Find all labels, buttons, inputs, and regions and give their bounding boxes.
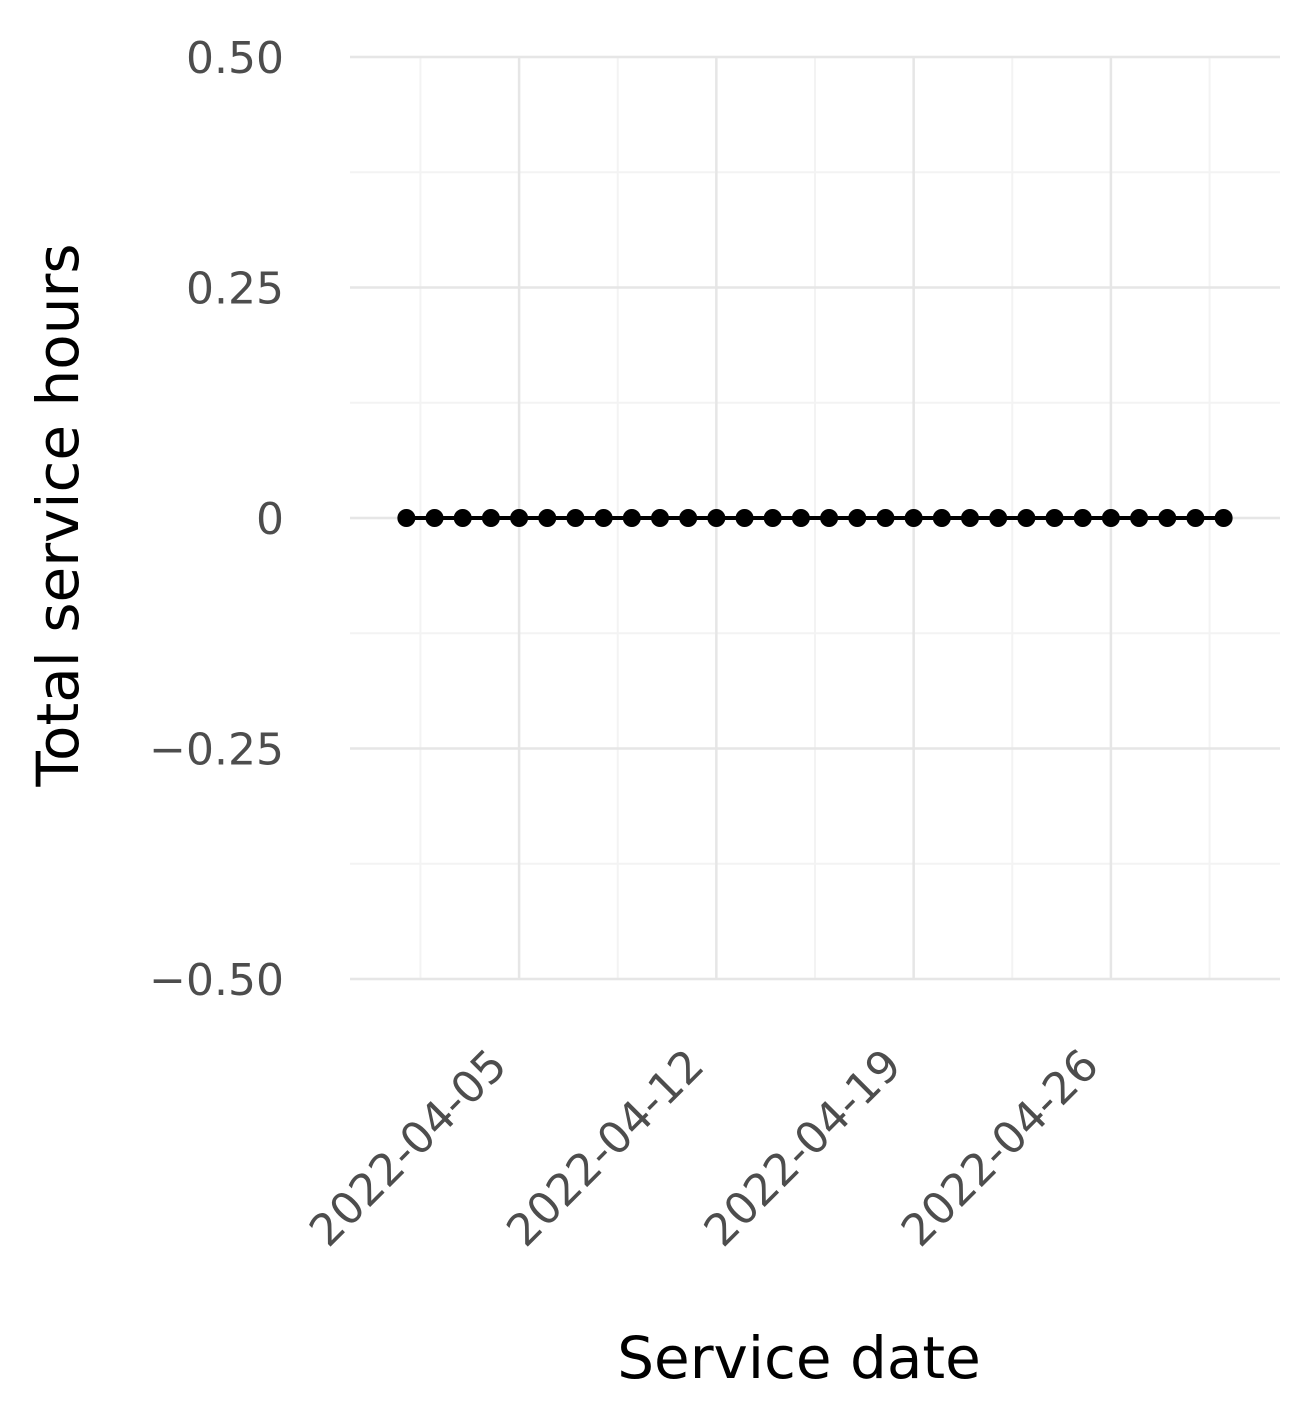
data-point [848, 509, 867, 527]
data-point [932, 509, 951, 527]
y-tick-label: 0 [256, 494, 284, 545]
data-point [735, 509, 754, 527]
data-point [707, 509, 726, 527]
data-point [763, 509, 782, 527]
data-point [622, 509, 641, 527]
data-point [1017, 509, 1036, 527]
y-tick-labels: −0.50 −0.25 0 0.25 0.50 [149, 33, 284, 1006]
data-point [961, 509, 979, 527]
data-point [820, 509, 839, 527]
data-point [904, 509, 923, 527]
data-point [510, 509, 529, 527]
x-tick-label: 2022-04-19 [695, 1040, 912, 1257]
y-tick-label: 0.50 [186, 33, 284, 84]
data-point [1045, 509, 1064, 527]
data-point [791, 509, 810, 527]
data-point [651, 509, 669, 527]
x-tick-label: 2022-04-26 [892, 1040, 1109, 1257]
x-tick-label: 2022-04-05 [300, 1040, 517, 1257]
x-axis-title: Service date [617, 1324, 981, 1392]
data-point [594, 509, 613, 527]
data-point [481, 509, 500, 527]
series-group [397, 509, 1233, 527]
data-point [679, 509, 698, 527]
y-tick-label: −0.50 [149, 955, 284, 1006]
data-point [1073, 509, 1092, 527]
x-tick-label: 2022-04-12 [497, 1040, 714, 1257]
data-point [1101, 509, 1120, 527]
data-point [989, 509, 1008, 527]
y-axis-title: Total service hours [24, 243, 92, 787]
data-point [1214, 509, 1233, 527]
y-tick-label: −0.25 [149, 725, 284, 776]
data-point [1158, 509, 1177, 527]
data-point [453, 509, 472, 527]
data-point [397, 509, 416, 527]
y-tick-label: 0.25 [186, 264, 284, 315]
data-point [876, 509, 895, 527]
data-point [538, 509, 557, 527]
data-point [1130, 509, 1149, 527]
data-point [566, 509, 585, 527]
data-point [1186, 509, 1205, 527]
data-point [425, 509, 444, 527]
